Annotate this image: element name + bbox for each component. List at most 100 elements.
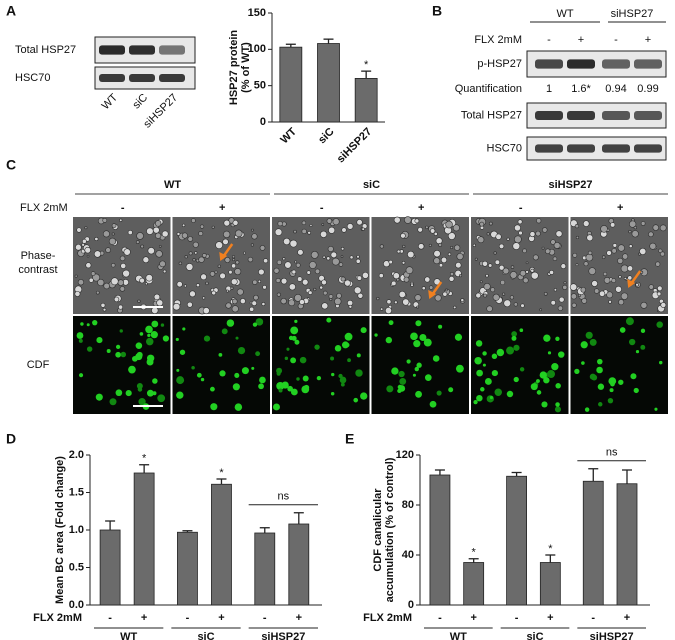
x-tick-label: +	[218, 612, 224, 624]
cell	[151, 306, 159, 314]
cell	[119, 286, 126, 292]
row-label: CDF	[27, 359, 50, 371]
fluor-spot	[258, 383, 264, 390]
lane-label: +	[645, 34, 651, 46]
x-tick-label: WT	[278, 125, 299, 146]
blot-row-label: HSC70	[15, 72, 50, 84]
x-tick-label: siC	[316, 126, 337, 147]
cell	[541, 246, 545, 250]
cell	[474, 257, 478, 261]
fluor-spot	[340, 382, 345, 387]
fluor-spot	[302, 375, 309, 382]
fluor-spot	[511, 331, 517, 337]
cell	[438, 263, 444, 268]
cell	[191, 218, 196, 223]
cell	[545, 248, 551, 254]
fluor-spot	[219, 370, 226, 377]
significance: *	[472, 547, 477, 559]
cell	[223, 219, 231, 227]
fluor-spot	[152, 391, 157, 396]
y-tick-label: 0.5	[69, 561, 84, 573]
fluor-spot	[476, 394, 483, 402]
cell	[261, 302, 266, 306]
lane-label: -	[121, 202, 125, 214]
fluor-spot	[413, 340, 421, 348]
x-tick-label: +	[547, 612, 553, 624]
fluor-spot	[386, 385, 394, 393]
y-tick-label: 100	[248, 43, 266, 55]
fluor-spot	[259, 376, 266, 384]
cell	[635, 283, 639, 287]
cell	[119, 255, 126, 262]
cell	[302, 278, 309, 286]
blot-band	[535, 111, 563, 120]
cell	[136, 232, 144, 240]
bar	[616, 483, 638, 606]
fluor-spot	[424, 374, 432, 381]
fluor-spot	[106, 349, 111, 354]
cell	[485, 274, 489, 278]
cell	[88, 277, 94, 283]
blot-band	[634, 111, 662, 120]
fluor-spot	[237, 346, 246, 355]
cell	[146, 227, 154, 235]
cell	[77, 279, 85, 286]
fluor-spot	[388, 320, 394, 326]
cell	[192, 258, 196, 262]
fluor-spot	[92, 320, 98, 326]
blot-band	[567, 59, 595, 69]
cell	[483, 282, 491, 291]
cell	[569, 283, 578, 291]
cell	[111, 232, 115, 236]
fluor-spot	[139, 332, 144, 336]
group-label: WT	[120, 631, 137, 640]
cell	[450, 245, 454, 250]
fluor-spot	[448, 387, 454, 393]
bar	[288, 523, 310, 606]
cell	[434, 294, 442, 302]
blot-band	[602, 111, 630, 120]
fluor-spot	[455, 364, 464, 373]
treatment-label: FLX 2mM	[33, 612, 82, 624]
cell	[308, 261, 317, 269]
treatment-label: FLX 2mM	[474, 34, 522, 46]
fluor-spot	[536, 379, 540, 383]
fluor-spot	[406, 359, 411, 364]
fluor-spot	[334, 345, 342, 352]
fluor-spot	[598, 402, 603, 407]
fluor-spot	[536, 390, 542, 395]
cell	[263, 258, 269, 264]
cell	[517, 219, 523, 225]
fluor-spot	[543, 377, 550, 384]
fluor-spot	[513, 344, 520, 351]
y-tick-label: 0	[260, 116, 266, 128]
cell	[502, 267, 510, 275]
fluor-spot	[412, 373, 416, 377]
fluor-spot	[96, 337, 103, 344]
cell	[530, 268, 535, 273]
cell	[362, 271, 369, 279]
cell	[103, 282, 110, 290]
cell	[472, 243, 476, 247]
fluor-spot	[597, 358, 603, 365]
fluor-spot	[331, 372, 335, 377]
cell	[444, 288, 448, 292]
fluor-spot	[494, 388, 502, 396]
cell	[340, 247, 345, 251]
fluor-spot	[109, 398, 117, 406]
cell	[627, 275, 633, 281]
bar	[99, 529, 121, 606]
fluor-spot	[547, 351, 552, 355]
fluor-spot	[355, 369, 363, 377]
group-label: siC	[526, 631, 543, 640]
cell	[403, 276, 410, 283]
cell	[86, 254, 90, 258]
cell	[655, 261, 661, 267]
cell	[232, 258, 236, 262]
fluor-spot	[326, 317, 332, 323]
y-tick-label: 80	[402, 499, 414, 511]
y-axis-label: accumulation (% of control)	[384, 457, 396, 602]
fluor-spot	[95, 393, 103, 401]
cell	[75, 243, 82, 251]
cell	[513, 302, 518, 307]
